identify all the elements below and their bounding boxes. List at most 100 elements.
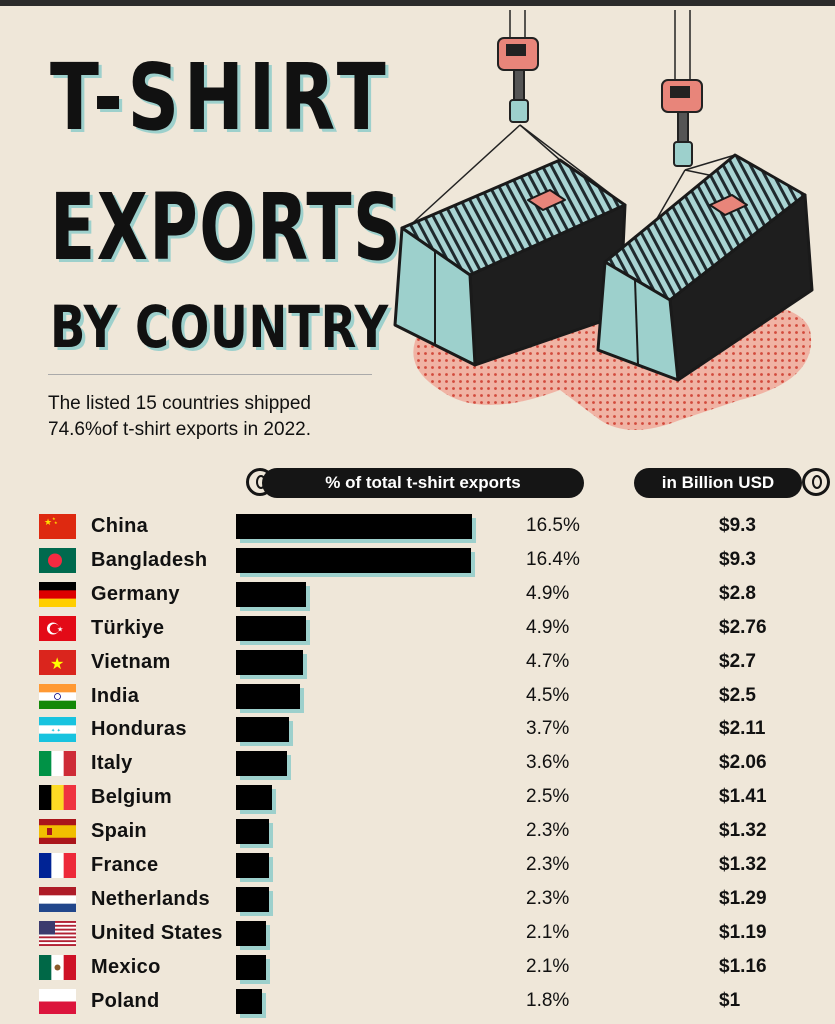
share-bar <box>236 683 300 709</box>
title-line-3: BY COUNTRY <box>50 293 390 361</box>
india-flag-icon <box>39 683 76 709</box>
usd-value-label: $1.16 <box>719 955 767 977</box>
subtitle: The listed 15 countries shipped 74.6%of … <box>48 393 311 440</box>
country-label: Honduras <box>91 718 187 741</box>
share-bar <box>236 920 266 946</box>
usd-value-label: $1.41 <box>719 786 767 808</box>
chart-row: ✦ ✦ Honduras 3.7% $2.11 <box>0 714 835 748</box>
country-label: India <box>91 684 140 707</box>
country-label: France <box>91 854 159 876</box>
share-value-label: 4.5% <box>526 684 570 706</box>
country-label: Türkiye <box>91 616 165 639</box>
united-states-flag-icon <box>39 920 76 946</box>
share-value-label: 2.3% <box>526 854 570 875</box>
turkiye-flag-icon: ★ <box>39 615 76 641</box>
usd-value-label: $2.7 <box>719 650 756 672</box>
chart-row: ★ Vietnam 4.7% $2.7 <box>0 647 835 681</box>
usd-value-label: $2.76 <box>719 616 767 638</box>
svg-text:★: ★ <box>44 517 52 527</box>
top-border <box>0 0 835 6</box>
share-column-header: % of total t-shirt exports <box>262 468 584 498</box>
share-value-label: 2.3% <box>526 887 570 909</box>
usd-value-label: $2.11 <box>719 718 766 740</box>
usd-value-label: $1.29 <box>719 887 767 909</box>
share-bar <box>236 751 287 777</box>
country-label: United States <box>91 921 223 944</box>
share-bar <box>236 615 306 641</box>
share-bar <box>236 514 472 539</box>
share-bar <box>236 581 306 607</box>
svg-text:★: ★ <box>50 656 64 673</box>
share-value-label: 2.5% <box>526 786 570 808</box>
country-label: Poland <box>91 989 160 1012</box>
usd-value-label: $2.5 <box>719 684 756 706</box>
share-bar <box>236 717 289 743</box>
spain-flag-icon <box>39 819 76 845</box>
share-value-label: 4.9% <box>526 616 570 638</box>
country-label: Mexico <box>91 955 161 978</box>
chart-row: ★ ★ ★ China 16.5% $9.3 <box>0 511 835 545</box>
svg-text:★: ★ <box>54 520 58 525</box>
country-label: Netherlands <box>91 887 210 910</box>
chart-row: ★ Türkiye 4.9% $2.76 <box>0 613 835 647</box>
share-value-label: 2.1% <box>526 955 570 977</box>
share-bar <box>236 988 262 1014</box>
mexico-flag-icon <box>39 954 76 980</box>
country-label: China <box>91 515 149 537</box>
country-label: Spain <box>91 820 147 843</box>
chart-row: Poland 1.8% $1 <box>0 986 835 1020</box>
share-bar <box>236 886 269 912</box>
chart-row: United States 2.1% $1.19 <box>0 918 835 952</box>
chart-row: Spain 2.3% $1.32 <box>0 816 835 850</box>
chart-row: Belgium 2.5% $1.41 <box>0 782 835 816</box>
chart-row: Italy 3.6% $2.06 <box>0 748 835 782</box>
country-label: Belgium <box>91 786 172 809</box>
usd-value-label: $9.3 <box>719 548 756 570</box>
country-label: Germany <box>91 582 180 605</box>
usd-value-label: $9.3 <box>719 515 756 536</box>
title-line-1: T-SHIRT <box>50 44 391 151</box>
chart-row: France 2.3% $1.32 <box>0 850 835 884</box>
share-value-label: 4.7% <box>526 650 570 672</box>
usd-value-label: $2.06 <box>719 752 767 774</box>
netherlands-flag-icon <box>39 886 76 912</box>
share-value-label: 1.8% <box>526 989 570 1011</box>
usd-value-label: $1.32 <box>719 854 767 875</box>
share-value-label: 2.3% <box>526 820 570 842</box>
share-value-label: 4.9% <box>526 582 570 604</box>
share-bar <box>236 819 269 845</box>
belgium-flag-icon <box>39 785 76 811</box>
share-bar <box>236 547 471 573</box>
chart-row: Netherlands 2.3% $1.29 <box>0 884 835 918</box>
usd-value-label: $1.32 <box>719 820 767 842</box>
germany-flag-icon <box>39 581 76 607</box>
chart-row: Bangladesh 16.4% $9.3 <box>0 545 835 579</box>
share-value-label: 16.5% <box>526 515 580 536</box>
country-label: Vietnam <box>91 650 171 673</box>
value-header-ring-icon <box>802 468 830 496</box>
vietnam-flag-icon: ★ <box>39 649 76 675</box>
france-flag-icon <box>39 853 76 878</box>
china-flag-icon: ★ ★ ★ <box>39 514 76 539</box>
title-divider <box>48 374 372 375</box>
value-column-header: in Billion USD <box>634 468 802 498</box>
share-bar <box>236 954 266 980</box>
share-value-label: 16.4% <box>526 548 580 570</box>
share-value-label: 2.1% <box>526 921 570 943</box>
svg-text:★: ★ <box>57 625 63 633</box>
country-label: Italy <box>91 752 133 775</box>
bangladesh-flag-icon <box>39 547 76 573</box>
share-bar <box>236 853 269 878</box>
share-bar <box>236 785 272 811</box>
share-value-label: 3.7% <box>526 718 570 740</box>
country-label: Bangladesh <box>91 548 208 571</box>
chart-row: Mexico 2.1% $1.16 <box>0 952 835 986</box>
usd-value-label: $2.8 <box>719 582 756 604</box>
svg-text:✦ ✦: ✦ ✦ <box>51 728 61 734</box>
usd-value-label: $1 <box>719 989 741 1011</box>
honduras-flag-icon: ✦ ✦ <box>39 717 76 743</box>
svg-text:★: ★ <box>52 516 56 521</box>
chart-row: Germany 4.9% $2.8 <box>0 579 835 613</box>
italy-flag-icon <box>39 751 76 777</box>
share-bar <box>236 649 303 675</box>
